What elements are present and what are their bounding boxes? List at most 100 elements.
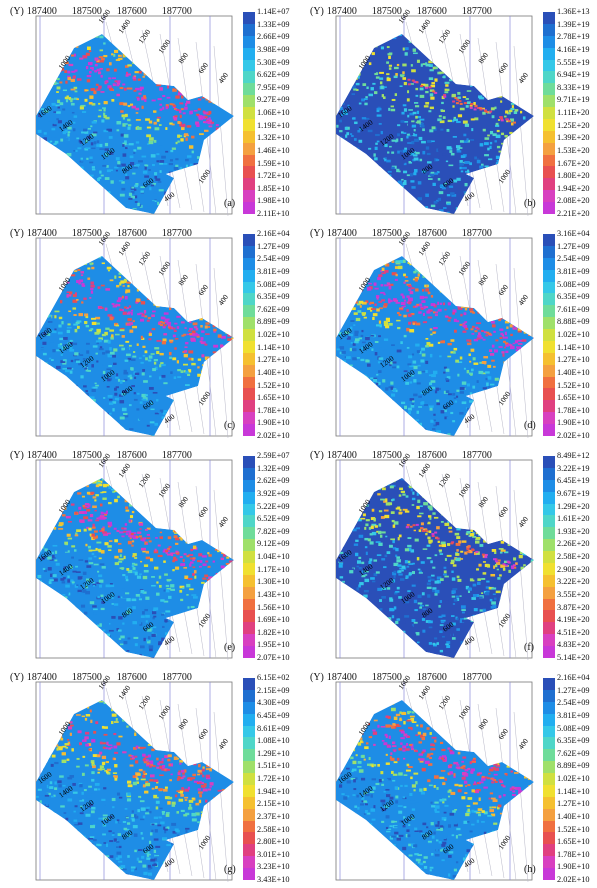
color-bar-segment [243,737,255,749]
color-bar-tick-label: 1.29E+10 [257,750,290,758]
color-bar-tick-label: 4.16E+19 [557,46,590,54]
color-bar-tick-label: 7.62E+09 [557,750,590,758]
color-bar-segment [543,587,555,599]
color-bar-tick-label: 1.78E+10 [557,407,590,415]
color-bar-segment [243,12,255,24]
color-bar-segment [243,821,255,833]
color-bar-tick-label: 1.46E+10 [257,147,290,155]
color-bar-segment [243,634,255,646]
color-bar-segment [543,107,555,119]
color-bar-segment [243,155,255,167]
color-bar-tick-label: 7.62E+09 [257,306,290,314]
color-bar-tick-label: 1.43E+10 [257,591,290,599]
color-bar-tick-label: 2.66E+09 [257,33,290,41]
color-bar-tick-label: 5.30E+09 [257,59,290,67]
color-bar-tick-label: 5.55E+19 [557,59,590,67]
panel-label: (a) [224,198,235,209]
diagonal-grid-line [514,490,528,660]
color-bar-tick-label: 1.53E+20 [557,147,590,155]
color-bar-tick-label: 1.52E+10 [557,382,590,390]
color-bar-tick-label: 1.65E+10 [557,838,590,846]
color-bar-segment [243,293,255,305]
color-bar-segment [543,726,555,738]
color-bar-segment [243,282,255,294]
color-bar-segment [243,234,255,246]
color-bar-tick-label: 1.02E+10 [257,331,290,339]
panel-label: (d) [524,420,536,431]
color-bar-tick-label: 1.14E+10 [257,344,290,352]
color-bar-tick-label: 2.78E+19 [557,33,590,41]
color-bar-tick-label: 1.52E+10 [557,826,590,834]
color-bar-tick-label: 1.82E+10 [257,629,290,637]
color-bar-tick-label: 8.61E+09 [257,725,290,733]
diagonal-grid-line [214,712,228,882]
color-bar-segment [243,83,255,95]
color-bar-segment [543,353,555,365]
color-bar-tick-label: 1.90E+10 [557,863,590,871]
color-bar-tick-label: 1.14E+10 [557,788,590,796]
color-bar-segment [543,190,555,202]
color-bar-segment [243,797,255,809]
color-bar-segment [243,341,255,353]
color-bar-tick-label: 2.58E+10 [257,826,290,834]
color-bar-tick-label: 1.85E+10 [257,185,290,193]
color-bar-tick-label: 5.08E+09 [557,725,590,733]
color-bar-segment [243,202,255,214]
color-bar-segment [543,48,555,60]
panel-label: (b) [524,198,536,209]
color-bar-segment [243,468,255,480]
color-bar-segment [243,575,255,587]
color-bar-segment [543,714,555,726]
color-bar-tick-label: 4.30E+09 [257,699,290,707]
color-bar-tick-label: 1.27E+09 [557,243,590,251]
color-bar-tick-label: 2.54E+09 [557,699,590,707]
color-bar-segment [243,551,255,563]
color-bar [543,234,555,436]
diagonal-top-label: 1400 [116,683,132,701]
color-bar-tick-label: 3.87E+20 [557,604,590,612]
color-bar-tick-label: 1.14E+10 [557,344,590,352]
color-bar-tick-label: 1.72E+10 [257,775,290,783]
color-bar-tick-label: 6.62E+09 [257,71,290,79]
color-bar-tick-label: 1.27E+09 [257,243,290,251]
color-bar-tick-label: 2.21E+20 [557,210,590,218]
color-bar-tick-label: 5.08E+09 [557,281,590,289]
color-bar-tick-label: 1.56E+10 [257,604,290,612]
color-bar-segment [243,504,255,516]
color-bar-segment [243,24,255,36]
color-bar-segment [543,270,555,282]
color-bar [543,678,555,880]
color-bar-segment [243,131,255,143]
color-bar-tick-label: 1.52E+10 [257,382,290,390]
color-bar-tick-label: 1.25E+20 [557,122,590,130]
color-bar-segment [243,702,255,714]
panel-label: (e) [224,642,235,653]
color-bar-tick-label: 8.89E+09 [557,762,590,770]
color-bar-tick-label: 1.93E+20 [557,528,590,536]
color-bar-segment [243,377,255,389]
color-bar-tick-label: 1.65E+10 [557,394,590,402]
diagonal-grid-line [214,46,228,216]
color-bar-segment [543,24,555,36]
diagonal-top-label: 800 [176,273,190,288]
color-bar-tick-label: 5.14E+20 [557,654,590,662]
color-bar-tick-label: 1.29E+20 [557,503,590,511]
color-bar-tick-label: 6.15E+02 [257,674,290,682]
color-bar-tick-label: 9.12E+09 [257,540,290,548]
color-bar-tick-label: 6.45E+09 [257,712,290,720]
diagonal-top-label: 400 [516,293,530,308]
color-bar-segment [543,563,555,575]
color-bar-tick-label: 3.22E+20 [557,578,590,586]
color-bar-segment [543,737,555,749]
color-bar-tick-label: 1.90E+10 [557,419,590,427]
color-bar-tick-label: 3.01E+10 [257,851,290,859]
diagonal-top-label: 1200 [136,471,152,489]
color-bar-tick-label: 1.95E+10 [257,641,290,649]
color-bar-segment [543,178,555,190]
color-bar-segment [543,95,555,107]
color-bar-segment [543,504,555,516]
color-bar-tick-label: 1.08E+10 [257,737,290,745]
